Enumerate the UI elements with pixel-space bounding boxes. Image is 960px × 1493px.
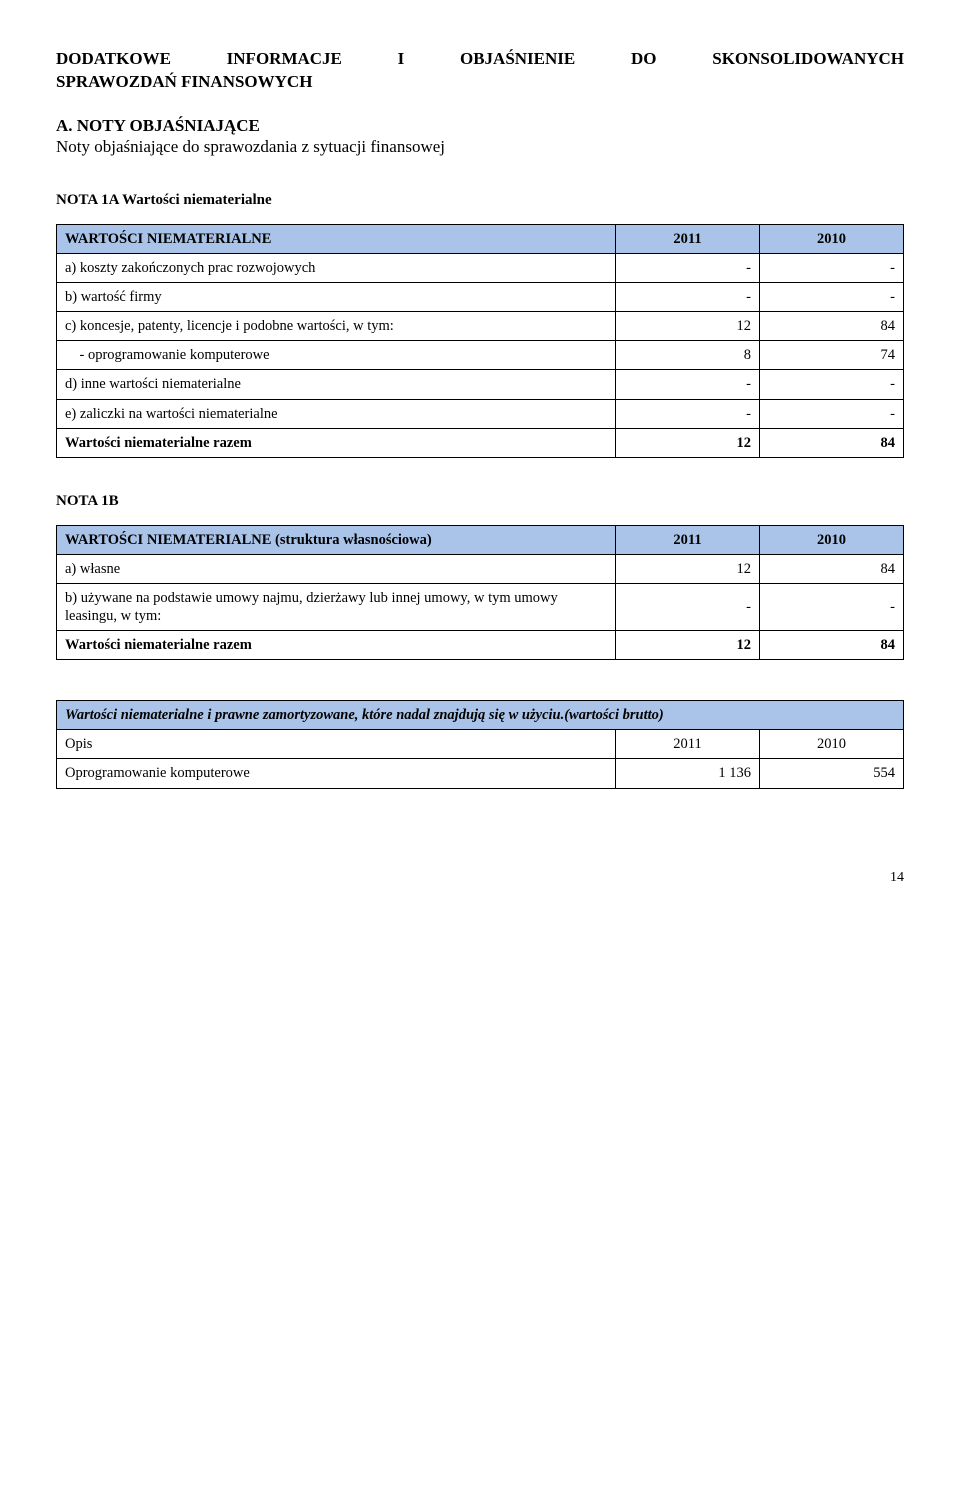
t1-r4-v1: - [616, 370, 760, 399]
t2-total-v1: 12 [616, 631, 760, 660]
t2-header-2010: 2010 [760, 525, 904, 554]
table-row: b) wartość firmy - - [57, 283, 904, 312]
t2-r1-label: b) używane na podstawie umowy najmu, dzi… [57, 583, 616, 630]
t1-header-2011: 2011 [616, 224, 760, 253]
t1-total-v2: 84 [760, 428, 904, 457]
t1-header-2010: 2010 [760, 224, 904, 253]
t1-r2-label: c) koncesje, patenty, licencje i podobne… [57, 312, 616, 341]
t2-total-label: Wartości niematerialne razem [57, 631, 616, 660]
t1-r5-v1: - [616, 399, 760, 428]
t1-header-label: WARTOŚCI NIEMATERIALNE [57, 224, 616, 253]
t1-r5-v2: - [760, 399, 904, 428]
t1-r1-label: b) wartość firmy [57, 283, 616, 312]
t1-r3-label: - oprogramowanie komputerowe [57, 341, 616, 370]
t1-r1-v2: - [760, 283, 904, 312]
t1-r0-v2: - [760, 253, 904, 282]
table-nota-1a: WARTOŚCI NIEMATERIALNE 2011 2010 a) kosz… [56, 224, 904, 458]
nota-1a-label: NOTA 1A Wartości niematerialne [56, 191, 904, 210]
t1-r5-label: e) zaliczki na wartości niematerialne [57, 399, 616, 428]
table-subheader-row: Opis 2011 2010 [57, 730, 904, 759]
table-total-row: Wartości niematerialne razem 12 84 [57, 428, 904, 457]
table-row: d) inne wartości niematerialne - - [57, 370, 904, 399]
t1-r4-label: d) inne wartości niematerialne [57, 370, 616, 399]
t1-r4-v2: - [760, 370, 904, 399]
t2-total-v2: 84 [760, 631, 904, 660]
table-row: - oprogramowanie komputerowe 8 74 [57, 341, 904, 370]
t3-sub-2010: 2010 [760, 730, 904, 759]
t3-row-v2: 554 [760, 759, 904, 788]
t1-total-v1: 12 [616, 428, 760, 457]
t2-r0-v1: 12 [616, 554, 760, 583]
t2-r0-label: a) własne [57, 554, 616, 583]
table-amortized: Wartości niematerialne i prawne zamortyz… [56, 700, 904, 788]
t3-header-label: Wartości niematerialne i prawne zamortyz… [57, 701, 904, 730]
t2-header-2011: 2011 [616, 525, 760, 554]
t2-r0-v2: 84 [760, 554, 904, 583]
t2-r1-v2: - [760, 583, 904, 630]
t3-sub-label: Opis [57, 730, 616, 759]
t3-row-v1: 1 136 [616, 759, 760, 788]
t1-r2-v2: 84 [760, 312, 904, 341]
t1-r0-v1: - [616, 253, 760, 282]
t1-r0-label: a) koszty zakończonych prac rozwojowych [57, 253, 616, 282]
t1-r3-v2: 74 [760, 341, 904, 370]
doc-heading-line1: DODATKOWE INFORMACJE I OBJAŚNIENIE DO SK… [56, 48, 904, 69]
t2-r1-v1: - [616, 583, 760, 630]
t2-header-label: WARTOŚCI NIEMATERIALNE (struktura własno… [57, 525, 616, 554]
t1-r2-v1: 12 [616, 312, 760, 341]
table-row: b) używane na podstawie umowy najmu, dzi… [57, 583, 904, 630]
table-row: e) zaliczki na wartości niematerialne - … [57, 399, 904, 428]
table-row: c) koncesje, patenty, licencje i podobne… [57, 312, 904, 341]
table-row: Oprogramowanie komputerowe 1 136 554 [57, 759, 904, 788]
page-number: 14 [56, 869, 904, 887]
doc-heading-line2: SPRAWOZDAŃ FINANSOWYCH [56, 71, 904, 92]
table-nota-1b: WARTOŚCI NIEMATERIALNE (struktura własno… [56, 525, 904, 661]
table-row: a) koszty zakończonych prac rozwojowych … [57, 253, 904, 282]
table-total-row: Wartości niematerialne razem 12 84 [57, 631, 904, 660]
table-row: a) własne 12 84 [57, 554, 904, 583]
t3-sub-2011: 2011 [616, 730, 760, 759]
section-a-title: A. NOTY OBJAŚNIAJĄCE [56, 115, 904, 136]
section-a-subtitle: Noty objaśniające do sprawozdania z sytu… [56, 136, 904, 157]
t1-total-label: Wartości niematerialne razem [57, 428, 616, 457]
t3-row-label: Oprogramowanie komputerowe [57, 759, 616, 788]
t1-r3-v1: 8 [616, 341, 760, 370]
nota-1b-label: NOTA 1B [56, 492, 904, 511]
t1-r1-v1: - [616, 283, 760, 312]
